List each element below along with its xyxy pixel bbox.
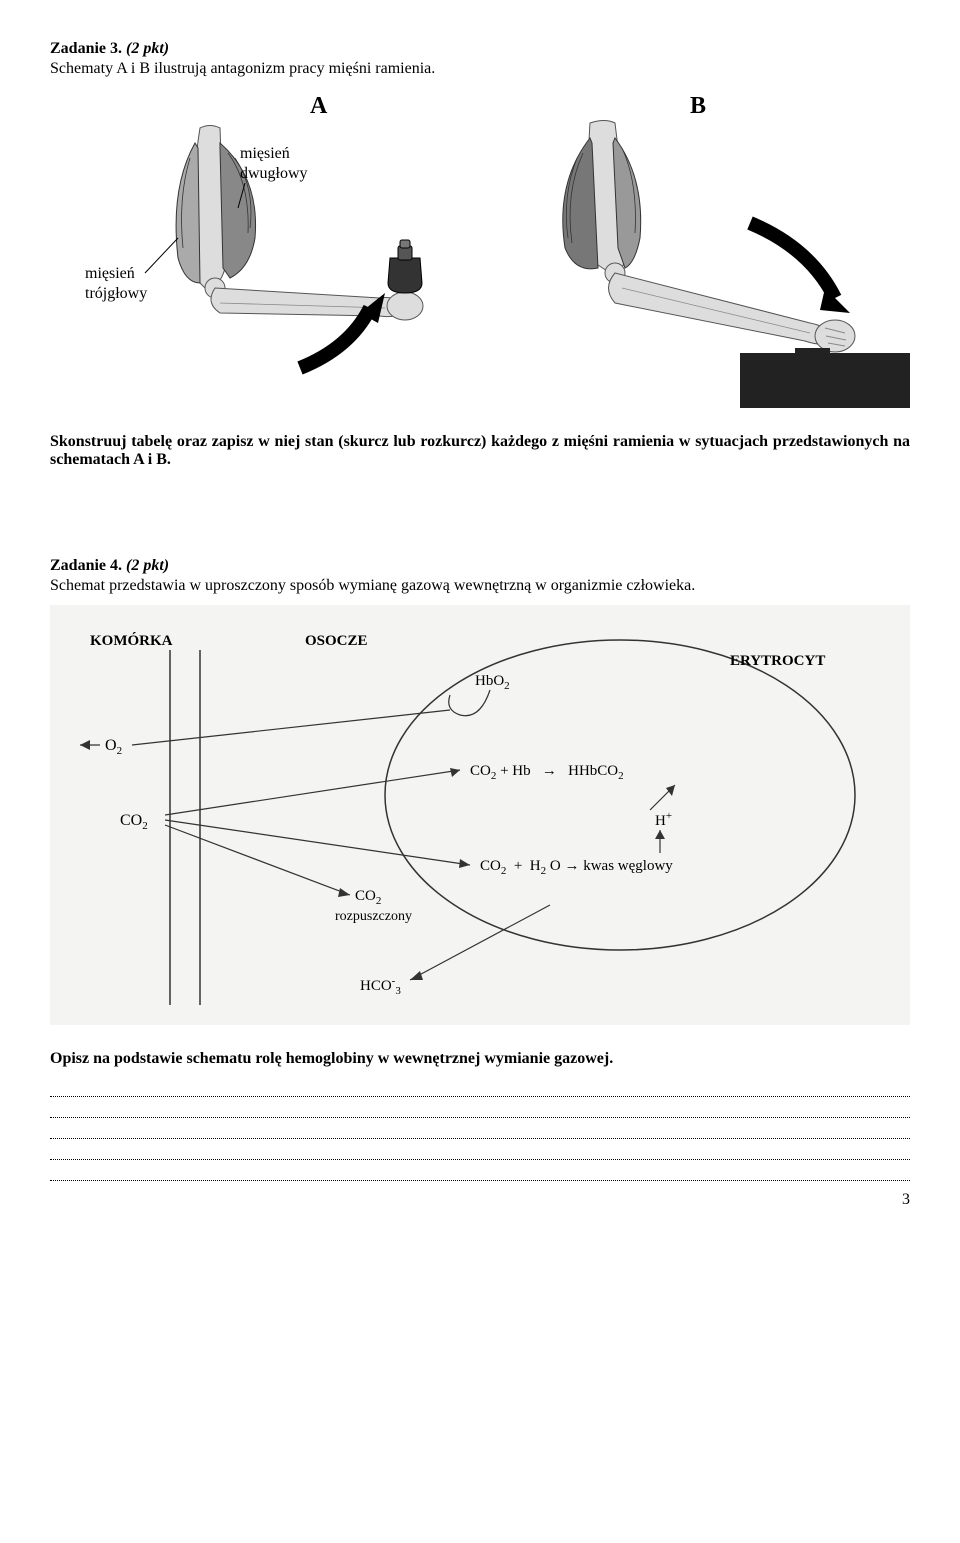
arm-a	[176, 126, 423, 369]
answer-line-4	[50, 1139, 910, 1160]
task3-intro: Schematy A i B ilustrują antagonizm prac…	[50, 60, 910, 78]
label-osocze: OSOCZE	[305, 633, 368, 649]
task4-instruction: Opisz na podstawie schematu rolę hemoglo…	[50, 1050, 910, 1068]
arm-b	[563, 121, 910, 409]
label-triceps-line2: trójgłowy	[85, 285, 147, 302]
label-erytrocyt: ERYTROCYT	[730, 653, 825, 669]
task4-diagram: KOMÓRKA OSOCZE ERYTROCYT O2 HbO2 CO2	[50, 605, 910, 1030]
task4-header: Zadanie 4. (2 pkt)	[50, 557, 910, 575]
task3-title: Zadanie 3.	[50, 40, 122, 57]
task3-header: Zadanie 3. (2 pkt)	[50, 40, 910, 58]
label-biceps-line1: mięsień	[240, 145, 290, 162]
task3-points: (2 pkt)	[126, 40, 169, 57]
label-triceps-line1: mięsień	[85, 265, 135, 282]
page-number: 3	[50, 1191, 910, 1209]
answer-line-5	[50, 1160, 910, 1181]
label-komorka: KOMÓRKA	[90, 632, 173, 649]
label-hco3: HCO-3	[360, 975, 401, 997]
answer-line-3	[50, 1118, 910, 1139]
task4-points: (2 pkt)	[126, 557, 169, 574]
task3-diagram: A B	[50, 88, 910, 413]
task3: Zadanie 3. (2 pkt) Schematy A i B ilustr…	[50, 40, 910, 469]
label-b: B	[690, 93, 706, 119]
label-rozp: rozpuszczony	[335, 909, 412, 924]
task4: Zadanie 4. (2 pkt) Schemat przedstawia w…	[50, 557, 910, 1181]
label-a: A	[310, 93, 328, 119]
task4-title: Zadanie 4.	[50, 557, 122, 574]
task4-intro: Schemat przedstawia w uproszczony sposób…	[50, 577, 910, 595]
label-biceps-line2: dwugłowy	[240, 165, 308, 182]
task3-instruction: Skonstruuj tabelę oraz zapisz w niej sta…	[50, 433, 910, 469]
answer-line-1	[50, 1076, 910, 1097]
answer-line-2	[50, 1097, 910, 1118]
spacer	[50, 477, 910, 557]
